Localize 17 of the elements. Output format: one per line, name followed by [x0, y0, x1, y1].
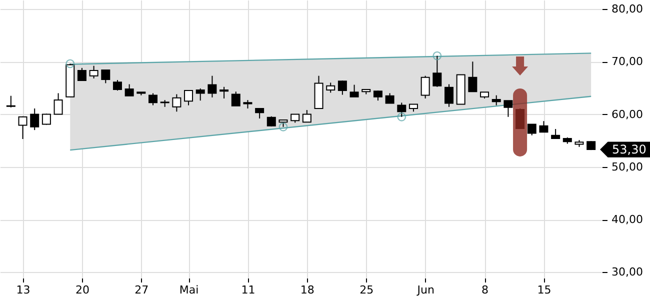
x-tick-label: 18 — [300, 284, 314, 296]
y-tick-label: 40,00 — [612, 213, 643, 226]
x-tick-label: 11 — [241, 284, 256, 296]
y-tick-label: 30,00 — [612, 266, 643, 279]
y-tick-label: 50,00 — [612, 160, 643, 174]
text: 53,30 — [612, 142, 646, 157]
x-tick-label: 13 — [16, 284, 30, 296]
y-tick-label: 60,00 — [612, 108, 643, 121]
x-tick-label: 8 — [482, 284, 489, 296]
x-tick-label: Mai — [179, 284, 199, 296]
y-tick-label: 70,00 — [612, 55, 643, 68]
x-tick-label: 20 — [75, 284, 90, 296]
x-tick-label: 15 — [537, 284, 552, 296]
x-tick-label: Jun — [416, 284, 434, 296]
x-tick-label: 27 — [134, 284, 149, 296]
x-tick-label: 25 — [360, 284, 374, 296]
y-tick-label: 80,00 — [612, 2, 643, 16]
